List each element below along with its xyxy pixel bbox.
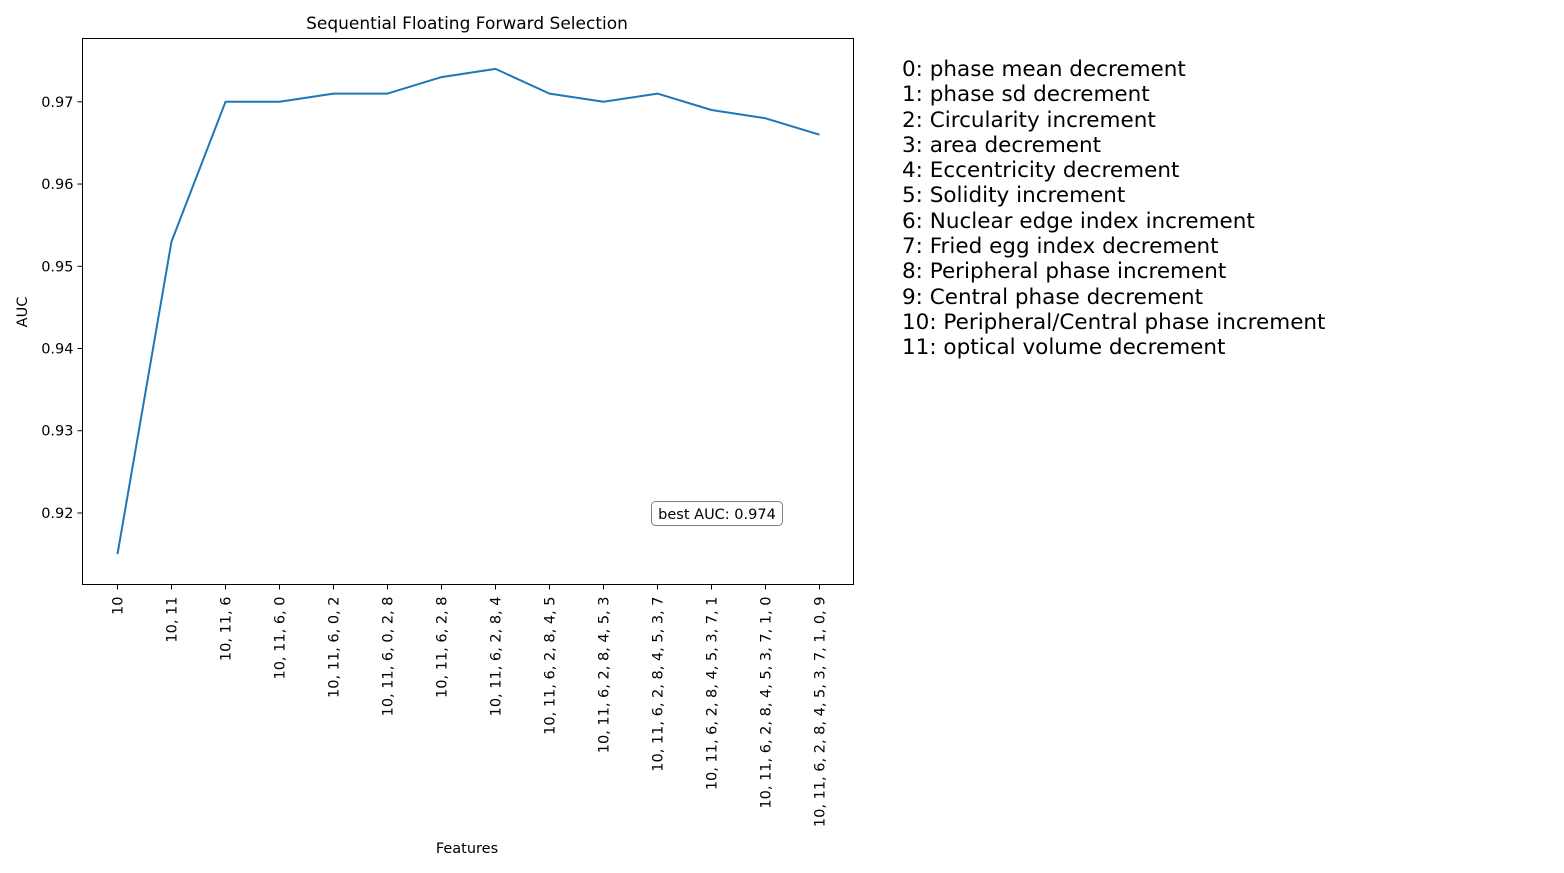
legend-item: 10: Peripheral/Central phase increment [902,309,1326,335]
x-tick-label: 10, 11, 6, 2, 8, 4, 5, 3, 7, 1, 0, 9 [813,597,829,828]
legend-item: 7: Fried egg index decrement [902,234,1219,260]
legend-item: 5: Solidity increment [902,183,1126,209]
x-tick-label: 10, 11, 6, 2, 8, 4, 5, 3 [597,597,613,754]
x-tick-label: 10, 11, 6, 2, 8, 4, 5 [543,597,559,735]
x-tick-label: 10, 11, 6, 2, 8 [435,597,451,698]
x-axis-ticks: 10 10, 11 10, 11, 6 10, 11, 6, 0 10, 11, 6, … [111,584,829,828]
x-tick-label: 10, 11, 6, 0, 2, 8 [381,597,397,717]
x-tick-label: 10 [111,597,127,615]
auc-series-line [116,67,820,555]
legend-item: 6: Nuclear edge index increment [902,208,1255,234]
best-auc-label: best AUC: 0.974 [658,507,776,523]
x-tick-label: 10, 11, 6, 2, 8, 4, 5, 3, 7, 1 [705,597,721,791]
chart-title: Sequential Floating Forward Selection [306,14,628,34]
legend-item: 11: optical volume decrement [902,335,1226,361]
best-auc-annotation: best AUC: 0.974 [651,501,783,526]
legend-item: 3: area decrement [902,132,1102,158]
plot-area-frame [82,38,854,585]
y-axis-label: AUC [15,297,31,328]
x-tick-label: 10, 11, 6, 2, 8, 4 [489,597,505,717]
x-tick-label: 10, 11, 6, 0 [273,597,289,680]
legend-item: 1: phase sd decrement [902,82,1150,108]
legend-item: 9: Central phase decrement [902,284,1204,310]
x-tick-label: 10, 11, 6, 2, 8, 4, 5, 3, 7, 1, 0 [759,597,775,809]
y-tick-label: 0.94 [41,342,73,358]
legend-item: 8: Peripheral phase increment [902,259,1227,285]
x-tick-label: 10, 11, 6, 2, 8, 4, 5, 3, 7 [651,597,667,772]
y-tick-label: 0.92 [41,506,73,522]
x-tick-label: 10, 11 [165,597,181,643]
y-tick-label: 0.96 [41,177,73,193]
legend-item: 4: Eccentricity decrement [902,158,1180,184]
y-tick-label: 0.97 [41,95,73,111]
feature-legend: 0: phase mean decrement 1: phase sd decre… [902,57,1325,361]
x-axis-label: Features [436,841,498,857]
x-tick-label: 10, 11, 6, 0, 2 [327,597,343,698]
y-axis-ticks: 0.92 0.93 0.94 0.95 0.96 0.97 [41,95,83,522]
legend-item: 2: Circularity increment [902,107,1156,133]
y-tick-label: 0.95 [41,259,73,275]
best-auc-box [651,501,783,526]
legend-item: 0: phase mean decrement [902,57,1186,82]
y-tick-label: 0.93 [41,424,73,440]
x-tick-label: 10, 11, 6 [219,597,235,662]
